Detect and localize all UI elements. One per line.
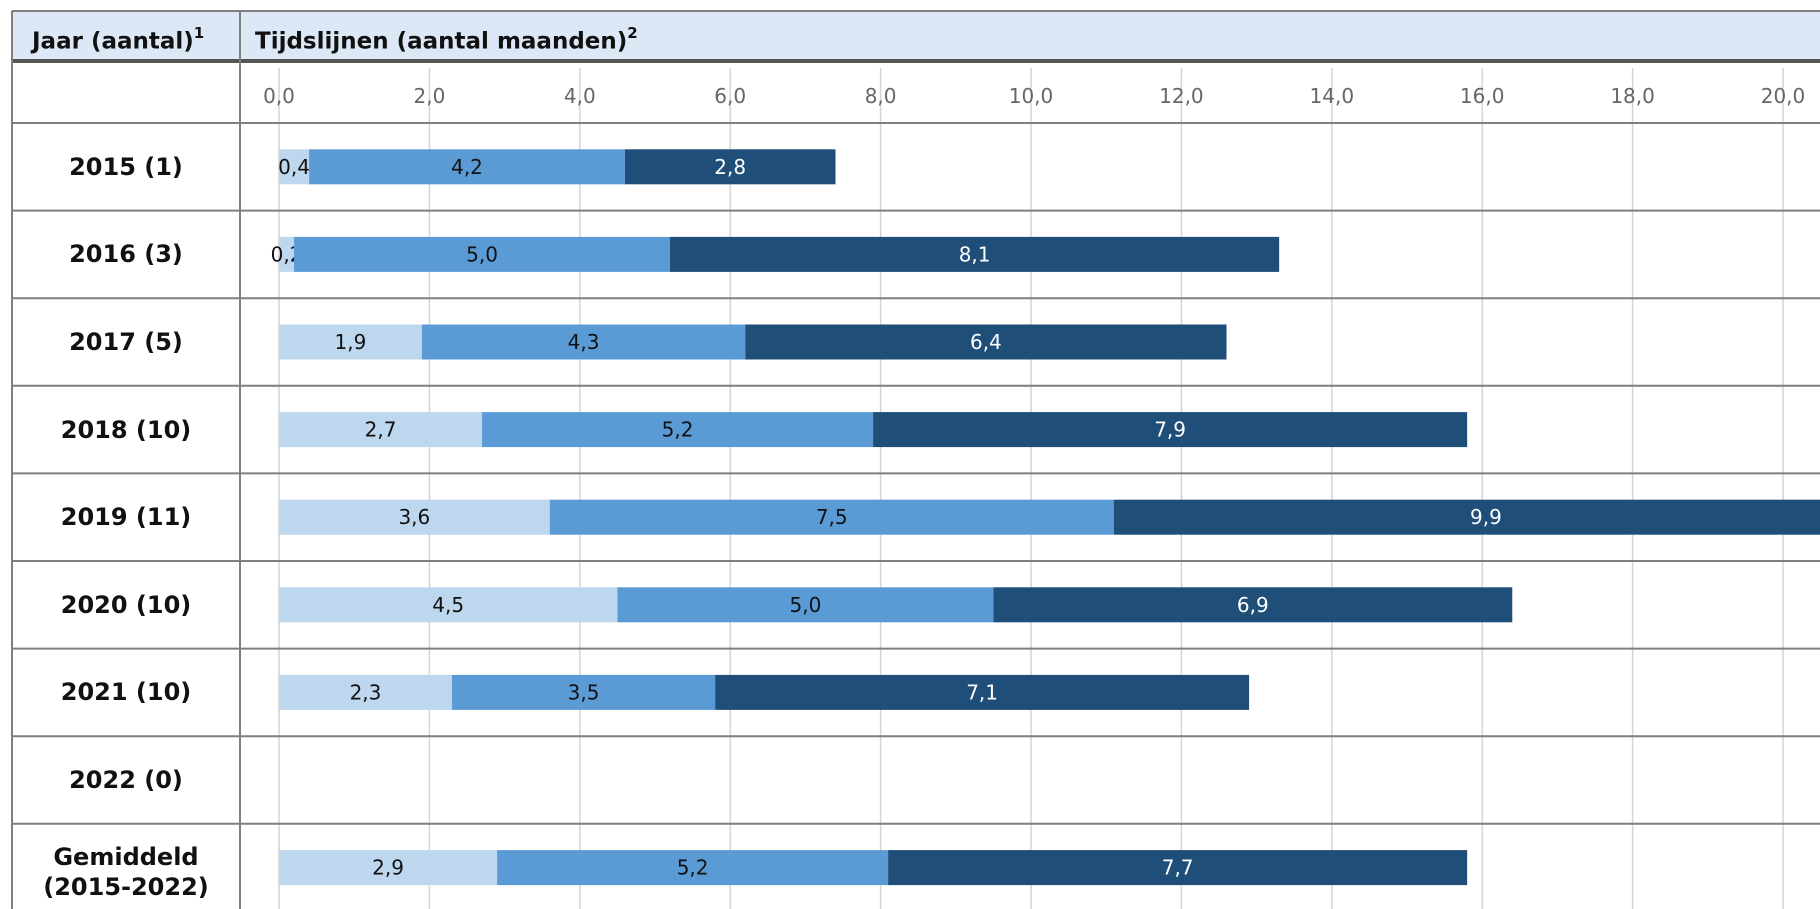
bar-segment [497, 850, 889, 886]
data-label: 3,6 [398, 505, 430, 529]
year-label-line: 2018 (10) [60, 415, 192, 444]
year-label: Gemiddeld (2015-2022) [12, 842, 240, 902]
table-header: Jaar (aantal)1 Tijdslijnen (aantal maand… [12, 11, 1820, 60]
x-tick-label: 4,0 [564, 84, 596, 108]
data-label: 6,9 [1237, 593, 1269, 617]
data-label: 4,2 [451, 155, 483, 179]
bar-segment [279, 587, 618, 623]
year-label: 2020 (10) [12, 590, 240, 620]
data-label: 5,0 [789, 593, 821, 617]
x-tick-label: 20,0 [1761, 84, 1806, 108]
bar-segment [279, 236, 295, 272]
bar-segment [451, 674, 716, 710]
data-label: 6,4 [970, 330, 1002, 354]
data-label: 2,7 [365, 418, 397, 442]
data-label: 4,5 [432, 593, 464, 617]
bar-segment [279, 499, 550, 535]
bar-segment [873, 412, 1468, 448]
bar-segment [549, 499, 1114, 535]
year-label-line: 2021 (10) [60, 678, 192, 707]
bar-segment [888, 850, 1468, 886]
year-label: 2018 (10) [12, 415, 240, 445]
year-label-line: Gemiddeld [53, 842, 199, 871]
bar-segment [624, 149, 836, 185]
x-tick-label: 0,0 [263, 84, 295, 108]
x-tick-label: 12,0 [1159, 84, 1204, 108]
data-label: 5,2 [677, 856, 709, 880]
data-label: 3,5 [568, 680, 600, 704]
bar-segment [993, 587, 1513, 623]
data-label: 7,1 [966, 680, 998, 704]
data-label: 5,0 [466, 242, 498, 266]
data-label: 8,1 [959, 242, 991, 266]
year-label-line: (2015-2022) [43, 872, 209, 901]
data-label: 2,9 [372, 856, 404, 880]
year-label: 2021 (10) [12, 677, 240, 707]
year-label: 2017 (5) [12, 327, 240, 357]
year-label-line: 2017 (5) [69, 328, 183, 356]
bar-segment [279, 412, 483, 448]
year-label: 2022 (0) [12, 765, 240, 795]
year-label-line: 2022 (0) [69, 766, 183, 794]
header-year-label: Jaar (aantal)1 [32, 24, 205, 55]
data-label: 1,9 [335, 330, 367, 354]
data-label: 7,5 [816, 505, 848, 529]
x-tick-label: 10,0 [1009, 84, 1054, 108]
bar-segment [482, 412, 874, 448]
data-label: 2,3 [350, 680, 382, 704]
bar-segment [279, 674, 452, 710]
data-label: 7,7 [1162, 856, 1194, 880]
bar-segment [745, 324, 1227, 360]
year-label: 2019 (11) [12, 502, 240, 532]
data-label: 2,8 [714, 155, 746, 179]
year-label-line: 2019 (11) [60, 503, 192, 532]
x-tick-label: 14,0 [1310, 84, 1355, 108]
data-label: 9,9 [1470, 505, 1502, 529]
data-label: 4,3 [568, 330, 600, 354]
bar-segment [309, 149, 625, 185]
data-label: 7,9 [1154, 418, 1186, 442]
data-label: 0,4 [278, 155, 310, 179]
x-tick-label: 18,0 [1610, 84, 1655, 108]
year-label: 2015 (1) [12, 152, 240, 182]
bar-segment [1113, 499, 1820, 535]
year-label: 2016 (3) [12, 239, 240, 269]
bar-segment [279, 324, 422, 360]
header-timeline-label: Tijdslijnen (aantal maanden)2 [255, 24, 638, 55]
x-tick-label: 8,0 [865, 84, 897, 108]
bar-segment [421, 324, 746, 360]
x-tick-label: 16,0 [1460, 84, 1505, 108]
year-label-line: 2020 (10) [60, 590, 192, 619]
bar-segment [617, 587, 994, 623]
data-label: 5,2 [662, 418, 694, 442]
bar-segment [670, 236, 1280, 272]
bar-segment [279, 850, 498, 886]
bar-segment [279, 149, 310, 185]
bar-segment [715, 674, 1250, 710]
x-tick-label: 6,0 [714, 84, 746, 108]
year-label-line: 2016 (3) [69, 240, 183, 269]
bar-segment [294, 236, 671, 272]
x-tick-label: 2,0 [413, 84, 445, 108]
year-label-line: 2015 (1) [69, 152, 183, 181]
